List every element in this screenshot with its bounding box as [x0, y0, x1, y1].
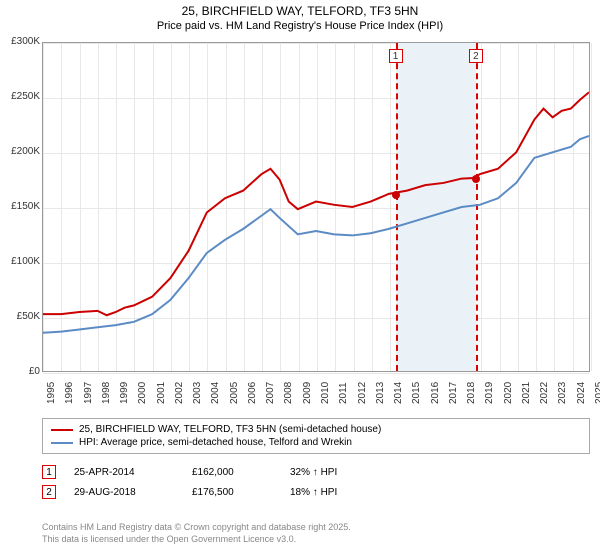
y-axis-label: £50K	[2, 311, 40, 322]
x-axis-label: 2002	[174, 382, 185, 404]
x-axis-label: 1996	[64, 382, 75, 404]
x-axis-label: 2012	[357, 382, 368, 404]
x-axis-label: 2009	[302, 382, 313, 404]
y-axis-label: £200K	[2, 146, 40, 157]
sale-row-marker: 2	[42, 485, 56, 499]
chart-title-line1: 25, BIRCHFIELD WAY, TELFORD, TF3 5HN	[0, 0, 600, 20]
sale-row-price: £176,500	[192, 487, 272, 498]
sale-row: 2 29-AUG-2018 £176,500 18% ↑ HPI	[42, 482, 337, 502]
footer-attribution: Contains HM Land Registry data © Crown c…	[42, 522, 351, 545]
x-axis-label: 2007	[265, 382, 276, 404]
sale-row-date: 29-AUG-2018	[74, 487, 174, 498]
footer-line2: This data is licensed under the Open Gov…	[42, 534, 351, 546]
sale-row-delta: 18% ↑ HPI	[290, 487, 337, 498]
chart-plot-area: 12	[42, 42, 590, 372]
x-axis-label: 1999	[119, 382, 130, 404]
x-axis-label: 2010	[320, 382, 331, 404]
x-axis-label: 2017	[448, 382, 459, 404]
x-axis-label: 2005	[229, 382, 240, 404]
x-axis-label: 2006	[247, 382, 258, 404]
x-axis-label: 2019	[484, 382, 495, 404]
legend-item: 25, BIRCHFIELD WAY, TELFORD, TF3 5HN (se…	[51, 423, 581, 436]
chart-title-line2: Price paid vs. HM Land Registry's House …	[0, 20, 600, 38]
y-axis-label: £300K	[2, 36, 40, 47]
legend-label: 25, BIRCHFIELD WAY, TELFORD, TF3 5HN (se…	[79, 424, 381, 435]
y-axis-label: £0	[2, 366, 40, 377]
sale-row-date: 25-APR-2014	[74, 467, 174, 478]
sales-table: 1 25-APR-2014 £162,000 32% ↑ HPI 2 29-AUG-201…	[42, 462, 337, 502]
x-axis-label: 2008	[283, 382, 294, 404]
legend-item: HPI: Average price, semi-detached house,…	[51, 436, 581, 449]
x-axis-label: 2021	[521, 382, 532, 404]
x-axis-label: 2022	[539, 382, 550, 404]
sale-row-delta: 32% ↑ HPI	[290, 467, 337, 478]
sale-row-price: £162,000	[192, 467, 272, 478]
x-axis-label: 2000	[137, 382, 148, 404]
x-axis-label: 2018	[466, 382, 477, 404]
x-axis-label: 1998	[101, 382, 112, 404]
y-axis-label: £250K	[2, 91, 40, 102]
y-axis-label: £100K	[2, 256, 40, 267]
y-axis-label: £150K	[2, 201, 40, 212]
x-axis-label: 2024	[576, 382, 587, 404]
x-axis-label: 2011	[338, 382, 349, 404]
x-axis-label: 2004	[210, 382, 221, 404]
x-axis-label: 2001	[156, 382, 167, 404]
x-axis-label: 2013	[375, 382, 386, 404]
x-axis-label: 2015	[411, 382, 422, 404]
x-axis-label: 2003	[192, 382, 203, 404]
x-axis-label: 1995	[46, 382, 57, 404]
footer-line1: Contains HM Land Registry data © Crown c…	[42, 522, 351, 534]
x-axis-label: 2025	[594, 382, 600, 404]
legend-swatch	[51, 429, 73, 431]
sale-row: 1 25-APR-2014 £162,000 32% ↑ HPI	[42, 462, 337, 482]
legend: 25, BIRCHFIELD WAY, TELFORD, TF3 5HN (se…	[42, 418, 590, 454]
sale-row-marker: 1	[42, 465, 56, 479]
x-axis-label: 2023	[557, 382, 568, 404]
x-axis-label: 2014	[393, 382, 404, 404]
legend-swatch	[51, 442, 73, 444]
x-axis-label: 2016	[430, 382, 441, 404]
x-axis-label: 1997	[83, 382, 94, 404]
x-axis-label: 2020	[503, 382, 514, 404]
legend-label: HPI: Average price, semi-detached house,…	[79, 437, 352, 448]
